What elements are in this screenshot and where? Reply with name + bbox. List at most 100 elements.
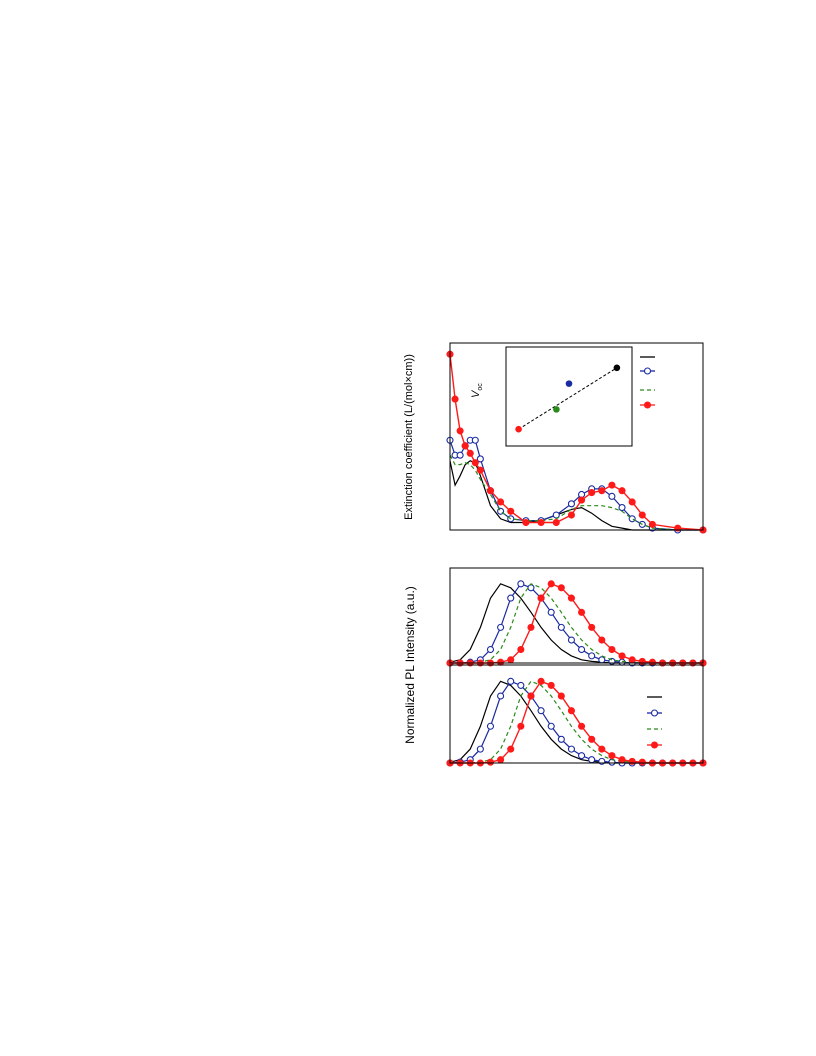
marker <box>537 518 545 527</box>
scatter-point <box>515 425 522 433</box>
marker <box>638 758 646 766</box>
marker <box>578 752 586 760</box>
marker <box>456 451 464 459</box>
annotation-subscript: oc <box>477 383 484 391</box>
marker <box>497 756 505 764</box>
marker <box>618 487 626 495</box>
series-line <box>450 680 703 764</box>
marker <box>476 745 484 753</box>
series-line <box>449 680 703 764</box>
marker <box>497 623 505 631</box>
plot-frame <box>505 346 633 447</box>
marker <box>471 436 479 444</box>
marker <box>466 449 474 457</box>
series-line <box>449 354 704 531</box>
marker <box>527 692 535 700</box>
marker <box>648 658 656 666</box>
marker <box>608 492 616 500</box>
marker <box>486 487 495 495</box>
marker <box>486 758 495 766</box>
marker <box>552 518 560 527</box>
marker <box>557 584 565 592</box>
trend-line <box>518 367 618 430</box>
marker <box>537 594 545 602</box>
marker <box>608 645 616 654</box>
marker <box>567 636 575 644</box>
marker <box>547 580 555 588</box>
marker <box>588 623 596 631</box>
marker <box>547 681 555 689</box>
marker <box>497 658 505 666</box>
marker <box>588 756 596 764</box>
marker <box>557 735 565 743</box>
marker <box>557 623 565 631</box>
marker <box>476 455 484 463</box>
marker <box>517 580 525 588</box>
y-axis-label: Extinction coefficient (L/(mol×cm)) <box>403 354 415 520</box>
marker <box>578 645 586 654</box>
marker <box>618 658 626 666</box>
scatter-point <box>553 406 560 413</box>
marker <box>567 594 575 602</box>
marker <box>578 496 586 504</box>
marker <box>567 745 575 753</box>
marker <box>557 692 565 700</box>
marker <box>486 645 495 654</box>
marker <box>638 657 646 665</box>
marker <box>567 500 575 508</box>
marker <box>486 722 495 730</box>
marker <box>547 608 555 616</box>
marker <box>497 498 505 506</box>
marker <box>461 442 469 450</box>
marker <box>598 656 606 664</box>
marker <box>497 692 505 700</box>
marker <box>588 489 596 497</box>
marker <box>507 594 515 602</box>
series-line <box>449 680 703 764</box>
plot-frame <box>449 342 704 531</box>
marker <box>517 722 525 730</box>
marker <box>567 707 575 715</box>
marker <box>527 623 535 631</box>
marker <box>578 608 586 616</box>
marker <box>588 652 596 660</box>
marker <box>517 645 525 654</box>
marker <box>507 656 515 664</box>
y-axis-label: Normalized PL Intensity (a.u.) <box>403 586 417 744</box>
marker <box>552 511 560 519</box>
series-line <box>449 460 703 531</box>
marker <box>537 677 545 685</box>
marker <box>471 459 479 467</box>
plot-frame <box>449 664 704 764</box>
marker <box>638 511 646 519</box>
marker <box>517 681 525 689</box>
marker <box>507 745 515 753</box>
series-line <box>450 680 703 764</box>
marker <box>628 656 636 664</box>
marker <box>451 395 459 403</box>
marker <box>476 466 484 474</box>
marker <box>507 507 515 515</box>
marker <box>578 722 586 730</box>
marker <box>598 745 606 753</box>
marker <box>522 518 530 527</box>
legend-marker <box>650 741 659 749</box>
marker <box>547 722 555 730</box>
marker <box>598 487 606 495</box>
series-line <box>449 454 703 531</box>
annotation-main: V <box>470 389 482 398</box>
marker <box>608 481 616 489</box>
marker <box>527 584 535 592</box>
marker <box>618 756 626 764</box>
marker <box>567 511 575 519</box>
legend-marker <box>643 367 652 375</box>
marker <box>618 504 626 512</box>
marker <box>537 707 545 715</box>
marker <box>588 735 596 743</box>
annotation: Voc <box>470 383 484 398</box>
marker <box>618 652 626 660</box>
legend-marker <box>650 709 659 717</box>
marker <box>456 427 464 435</box>
marker <box>507 677 515 685</box>
